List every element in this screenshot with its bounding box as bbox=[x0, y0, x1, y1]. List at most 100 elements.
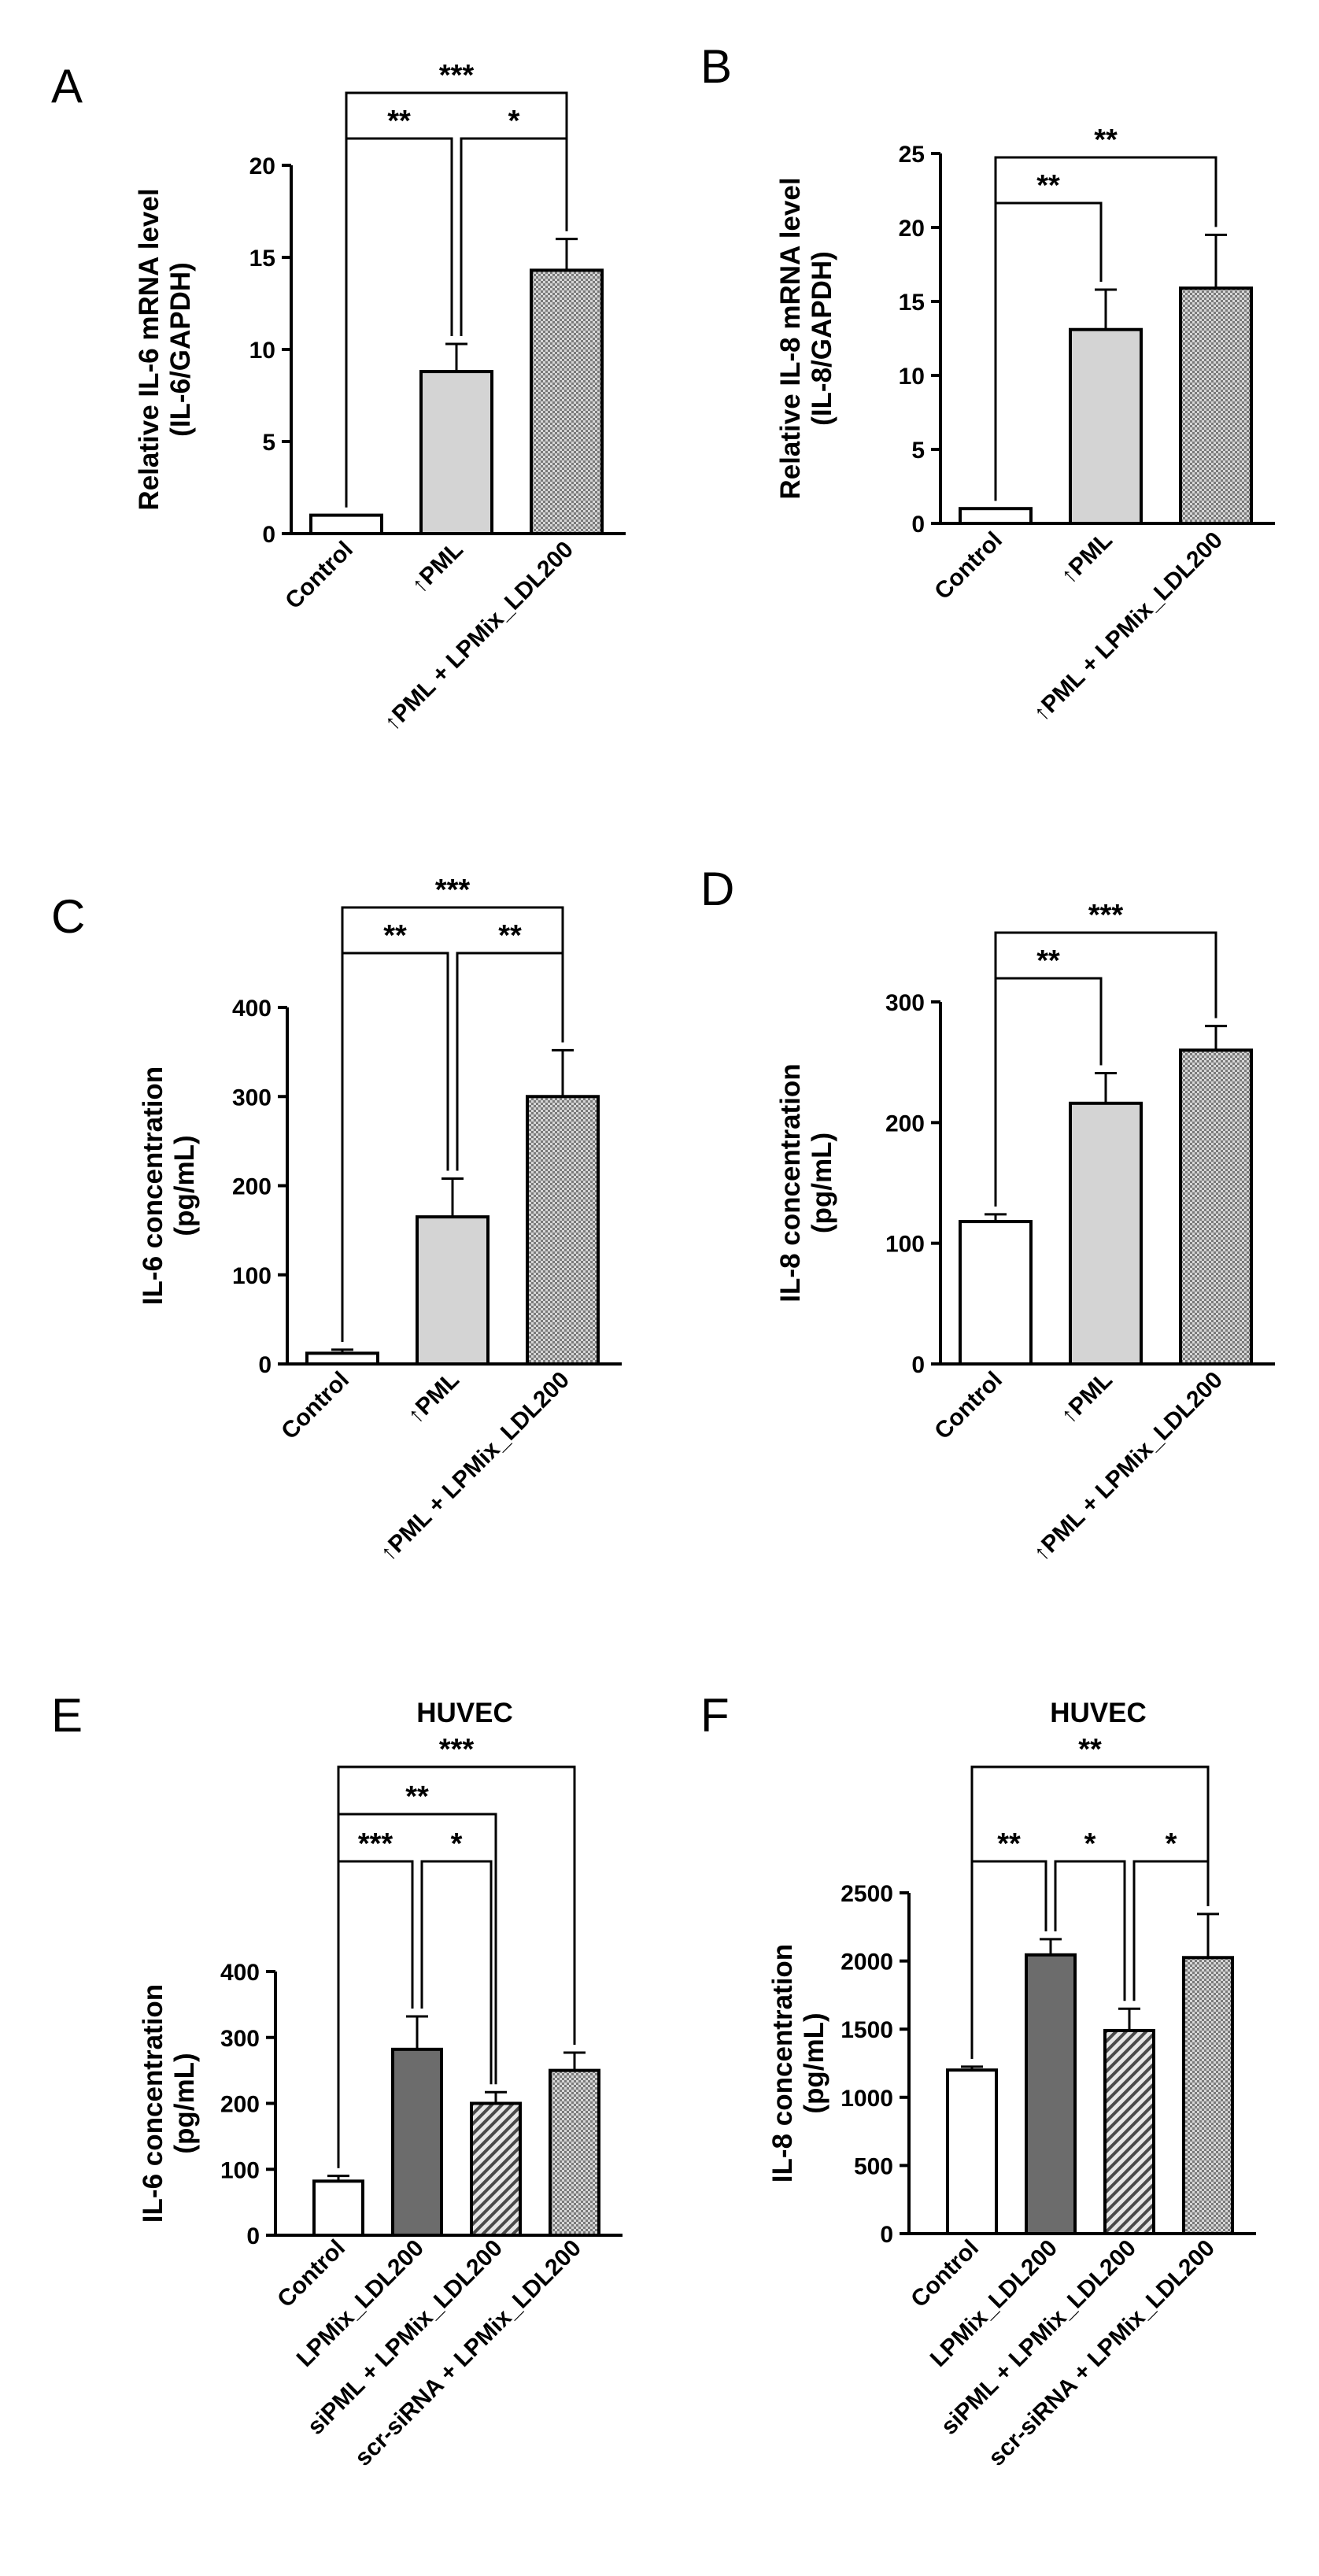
y-axis-title: IL-6 concentration(pg/mL) bbox=[138, 1984, 200, 2223]
significance-label: ** bbox=[383, 919, 407, 952]
panel-letter-b: B bbox=[700, 40, 732, 93]
y-tick-label: 200 bbox=[220, 2092, 260, 2118]
category-label: ↑PML bbox=[1055, 1367, 1118, 1429]
bar bbox=[1179, 1048, 1253, 1366]
chart-panel-c: 0 100 200 300 400 IL-6 concentration(pg/mL) Co… bbox=[138, 874, 622, 1566]
y-tick-label: 0 bbox=[911, 512, 925, 538]
y-tick-label: 500 bbox=[854, 2153, 893, 2179]
panel-letter-d: D bbox=[700, 863, 734, 915]
significance-label: ** bbox=[405, 1780, 429, 1813]
category-label: ↑PML + LPMix_LDL200 bbox=[1029, 1367, 1228, 1566]
chart-panel-f: 0 500 1000 1500 2000 2500 IL-8 concentration(p… bbox=[767, 1698, 1256, 2471]
significance-label: ** bbox=[1078, 1733, 1102, 1766]
bar bbox=[416, 1215, 490, 1366]
bar bbox=[312, 2179, 364, 2237]
category-label: ↑PML bbox=[406, 537, 468, 599]
bar bbox=[530, 268, 604, 535]
panel-letter-e: E bbox=[51, 1689, 83, 1742]
category-label: Control bbox=[929, 527, 1007, 605]
category-label: Control bbox=[280, 537, 358, 615]
y-tick-label: 0 bbox=[262, 522, 275, 548]
bar bbox=[391, 2047, 443, 2237]
significance-bracket bbox=[420, 1860, 493, 2085]
y-tick-label: 200 bbox=[232, 1174, 272, 1200]
significance-label: * bbox=[451, 1828, 463, 1861]
bar bbox=[946, 2068, 998, 2235]
panel-letter-f: F bbox=[700, 1689, 730, 1742]
y-axis-title: Relative IL-6 mRNA level(IL-6/GAPDH) bbox=[134, 188, 196, 510]
category-label: ↑PML + LPMix_LDL200 bbox=[379, 537, 578, 736]
y-tick-label: 20 bbox=[249, 153, 275, 179]
y-tick-label: 10 bbox=[899, 364, 925, 390]
category-label: ↑PML + LPMix_LDL200 bbox=[1029, 527, 1228, 726]
y-tick-label: 0 bbox=[911, 1352, 925, 1378]
bar bbox=[470, 2101, 522, 2237]
bar bbox=[959, 507, 1033, 526]
category-label: ↑PML bbox=[1055, 527, 1118, 589]
panel-letter-a: A bbox=[51, 60, 83, 113]
y-tick-label: 15 bbox=[249, 246, 275, 272]
y-tick-label: 0 bbox=[258, 1352, 272, 1378]
y-tick-label: 10 bbox=[249, 338, 275, 364]
chart-panel-a: 0 5 10 15 20 Relative IL-6 mRNA level(IL-6/GA… bbox=[134, 59, 626, 736]
bar bbox=[305, 1351, 379, 1366]
y-tick-label: 300 bbox=[232, 1085, 272, 1111]
significance-label: * bbox=[1084, 1828, 1096, 1861]
y-tick-label: 5 bbox=[262, 430, 275, 456]
significance-label: *** bbox=[439, 1733, 475, 1766]
bar bbox=[1069, 1101, 1143, 1366]
category-label: ↑PML bbox=[402, 1367, 464, 1429]
y-tick-label: 1000 bbox=[841, 2086, 893, 2112]
y-axis-title: IL-8 concentration(pg/mL) bbox=[767, 1944, 829, 2182]
bar bbox=[1103, 2028, 1155, 2235]
bar bbox=[1069, 327, 1143, 525]
significance-label: *** bbox=[358, 1828, 393, 1861]
significance-label: ** bbox=[1094, 124, 1118, 157]
significance-label: *** bbox=[435, 874, 471, 907]
chart-panel-d: 0 100 200 300 IL-8 concentration(pg/mL) Contr… bbox=[775, 899, 1275, 1566]
y-tick-label: 5 bbox=[911, 438, 925, 464]
significance-label: *** bbox=[1088, 899, 1124, 932]
significance-label: ** bbox=[1036, 944, 1060, 978]
bar bbox=[309, 513, 383, 535]
y-tick-label: 2000 bbox=[841, 1950, 893, 1975]
y-tick-label: 400 bbox=[232, 996, 272, 1022]
y-tick-label: 15 bbox=[899, 290, 925, 316]
y-axis-title: IL-6 concentration(pg/mL) bbox=[138, 1066, 200, 1305]
y-tick-label: 100 bbox=[220, 2157, 260, 2183]
significance-bracket bbox=[337, 1765, 576, 2168]
significance-label: * bbox=[508, 105, 520, 138]
y-tick-label: 200 bbox=[885, 1111, 925, 1136]
bar bbox=[1025, 1953, 1077, 2235]
category-label: Control bbox=[929, 1367, 1007, 1445]
significance-bracket bbox=[345, 91, 568, 508]
category-label: Control bbox=[906, 2235, 984, 2313]
y-tick-label: 100 bbox=[885, 1232, 925, 1258]
significance-label: ** bbox=[997, 1828, 1021, 1861]
significance-label: ** bbox=[387, 105, 411, 138]
significance-label: ** bbox=[498, 919, 522, 952]
y-tick-label: 100 bbox=[232, 1263, 272, 1289]
chart-panel-e: 0 100 200 300 400 IL-6 concentration(pg/mL) HU… bbox=[138, 1698, 623, 2471]
y-tick-label: 300 bbox=[885, 990, 925, 1016]
y-axis-title: IL-8 concentration(pg/mL) bbox=[775, 1063, 837, 1302]
y-tick-label: 0 bbox=[880, 2222, 893, 2248]
panel-title: HUVEC bbox=[416, 1698, 513, 1728]
category-label: ↑PML + LPMix_LDL200 bbox=[375, 1367, 575, 1566]
significance-bracket bbox=[341, 906, 564, 1342]
significance-bracket bbox=[1054, 1860, 1126, 2001]
significance-label: *** bbox=[439, 59, 475, 92]
y-tick-label: 2500 bbox=[841, 1881, 893, 1907]
bar bbox=[1179, 286, 1253, 525]
significance-label: * bbox=[1166, 1828, 1177, 1861]
y-axis-title: Relative IL-8 mRNA level(IL-8/GAPDH) bbox=[775, 177, 837, 499]
y-tick-label: 300 bbox=[220, 2026, 260, 2052]
significance-bracket bbox=[994, 156, 1217, 501]
y-tick-label: 0 bbox=[246, 2223, 260, 2249]
panel-title: HUVEC bbox=[1050, 1698, 1147, 1728]
bar bbox=[1182, 1956, 1234, 2236]
chart-panel-b: 0 5 10 15 20 25 Relative IL-8 mRNA level(IL-8/… bbox=[775, 124, 1275, 726]
y-tick-label: 1500 bbox=[841, 2017, 893, 2043]
bar bbox=[549, 2068, 600, 2237]
